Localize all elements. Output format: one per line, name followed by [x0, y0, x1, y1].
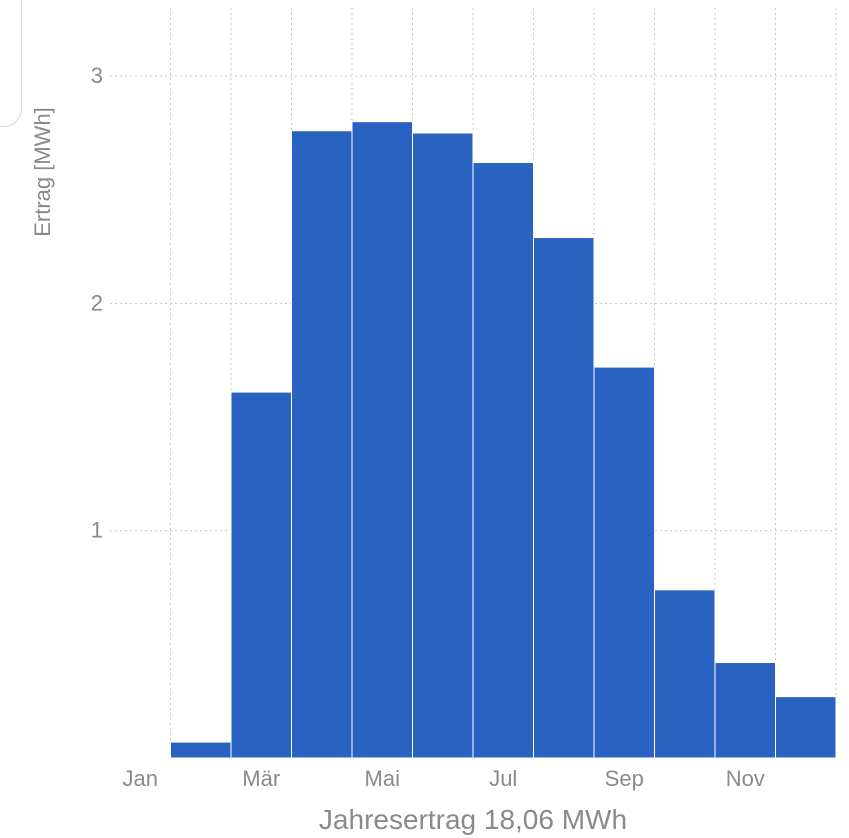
y-axis-title: Ertrag [MWh]	[30, 107, 55, 237]
bar-jun	[412, 132, 474, 759]
y-tick-label: 3	[91, 63, 103, 88]
y-tick-label: 1	[91, 518, 103, 543]
bar-mai	[351, 121, 413, 759]
bar-apr	[291, 130, 353, 759]
bar-okt	[654, 589, 716, 759]
bar-feb	[170, 741, 232, 759]
bar-sep	[593, 366, 655, 759]
x-tick-label: Jan	[123, 766, 158, 791]
y-tick-label: 2	[91, 290, 103, 315]
bar-aug	[533, 237, 595, 759]
x-axis-title: Jahresertrag 18,06 MWh	[319, 804, 627, 835]
x-tick-label: Nov	[726, 766, 765, 791]
bars	[170, 121, 837, 759]
bar-jul	[472, 162, 534, 759]
bar-nov	[714, 662, 776, 759]
bar-dez	[775, 696, 837, 759]
x-tick-label: Sep	[605, 766, 644, 791]
y-axis-ticks: 1 2 3	[91, 63, 103, 543]
x-tick-label: Mai	[365, 766, 400, 791]
x-axis-ticks: Jan Mär Mai Jul Sep Nov	[123, 766, 765, 791]
x-tick-label: Mär	[242, 766, 280, 791]
bar-mär	[230, 391, 292, 759]
x-tick-label: Jul	[489, 766, 517, 791]
